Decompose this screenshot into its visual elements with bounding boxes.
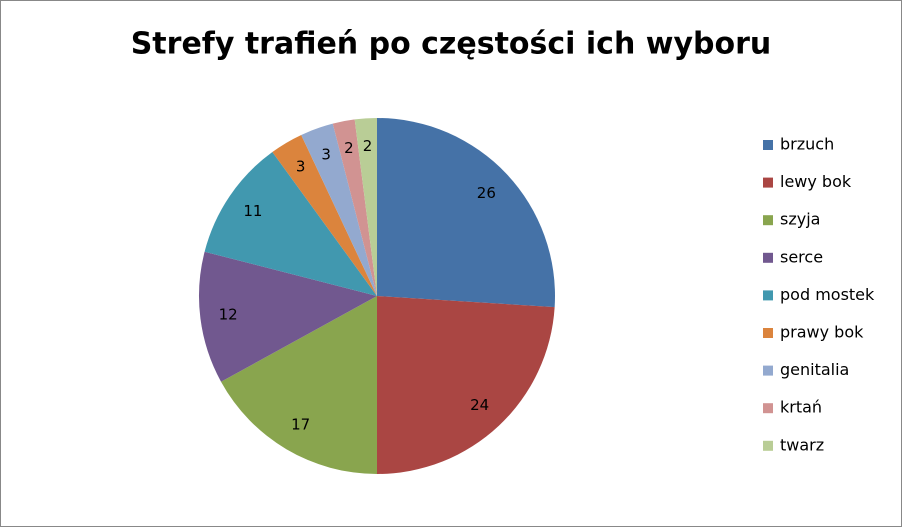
pie-slice: [377, 296, 555, 474]
legend-swatch: [763, 328, 773, 338]
data-label: 2: [344, 139, 354, 157]
data-label: 26: [477, 184, 496, 202]
pie-slice: [199, 251, 377, 382]
data-label: 12: [219, 305, 238, 323]
legend-label: twarz: [780, 435, 824, 454]
legend-swatch: [763, 440, 773, 451]
chart-title: Strefy trafień po częstości ich wyboru: [131, 27, 772, 62]
data-label: 3: [321, 145, 331, 163]
legend-label: prawy bok: [780, 323, 864, 342]
legend-swatch: [763, 403, 773, 414]
pie-slice: [377, 118, 555, 308]
pie-slice: [354, 118, 377, 296]
legend-label: pod mostek: [780, 285, 875, 304]
legend-swatch: [763, 252, 773, 263]
legend-swatch: [763, 177, 773, 188]
pie-slice: [272, 134, 377, 296]
legend-swatch: [763, 140, 773, 150]
legend-swatch: [763, 290, 773, 301]
legend-label: brzuch: [780, 135, 834, 154]
legend-label: krtań: [780, 398, 822, 417]
data-label: 24: [470, 396, 489, 414]
pie-slice: [221, 296, 377, 474]
data-label: 3: [296, 157, 306, 175]
legend-label: genitalia: [780, 360, 849, 379]
legend-label: lewy bok: [780, 172, 852, 191]
pie-slice: [301, 123, 377, 296]
legend-label: szyja: [780, 210, 820, 229]
legend-label: serce: [780, 247, 823, 266]
pie-slice: [332, 119, 377, 296]
data-label: 17: [291, 416, 310, 434]
data-label: 11: [243, 202, 262, 220]
pie-slice: [204, 151, 377, 296]
legend-swatch: [763, 215, 773, 226]
legend-swatch: [763, 365, 773, 376]
data-label: 2: [363, 137, 373, 155]
